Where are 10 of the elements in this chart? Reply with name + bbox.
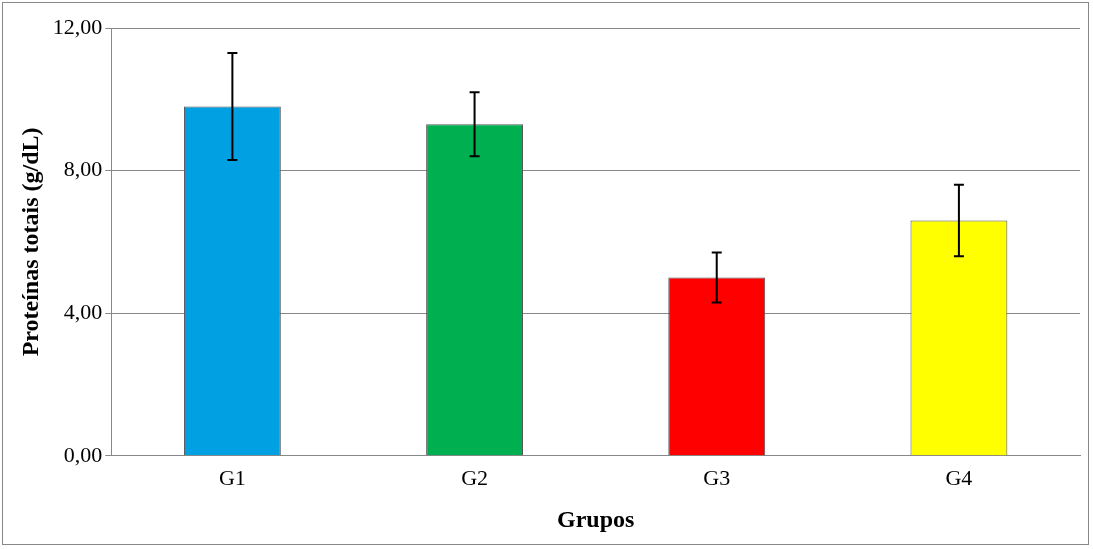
x-tick-label: G1 [218, 464, 246, 490]
y-tick-label: 8,00 [63, 156, 103, 182]
x-axis-title: Grupos [556, 505, 635, 532]
x-tick-label: G4 [945, 464, 973, 490]
y-tick-label: 0,00 [63, 441, 103, 467]
x-tick-label: G3 [703, 464, 731, 490]
y-tick-label: 4,00 [63, 298, 103, 324]
x-tick-label: G2 [461, 464, 489, 490]
y-tick-label: 12,00 [52, 13, 103, 39]
y-axis-title: Proteínas totais (g/dL) [16, 127, 43, 357]
